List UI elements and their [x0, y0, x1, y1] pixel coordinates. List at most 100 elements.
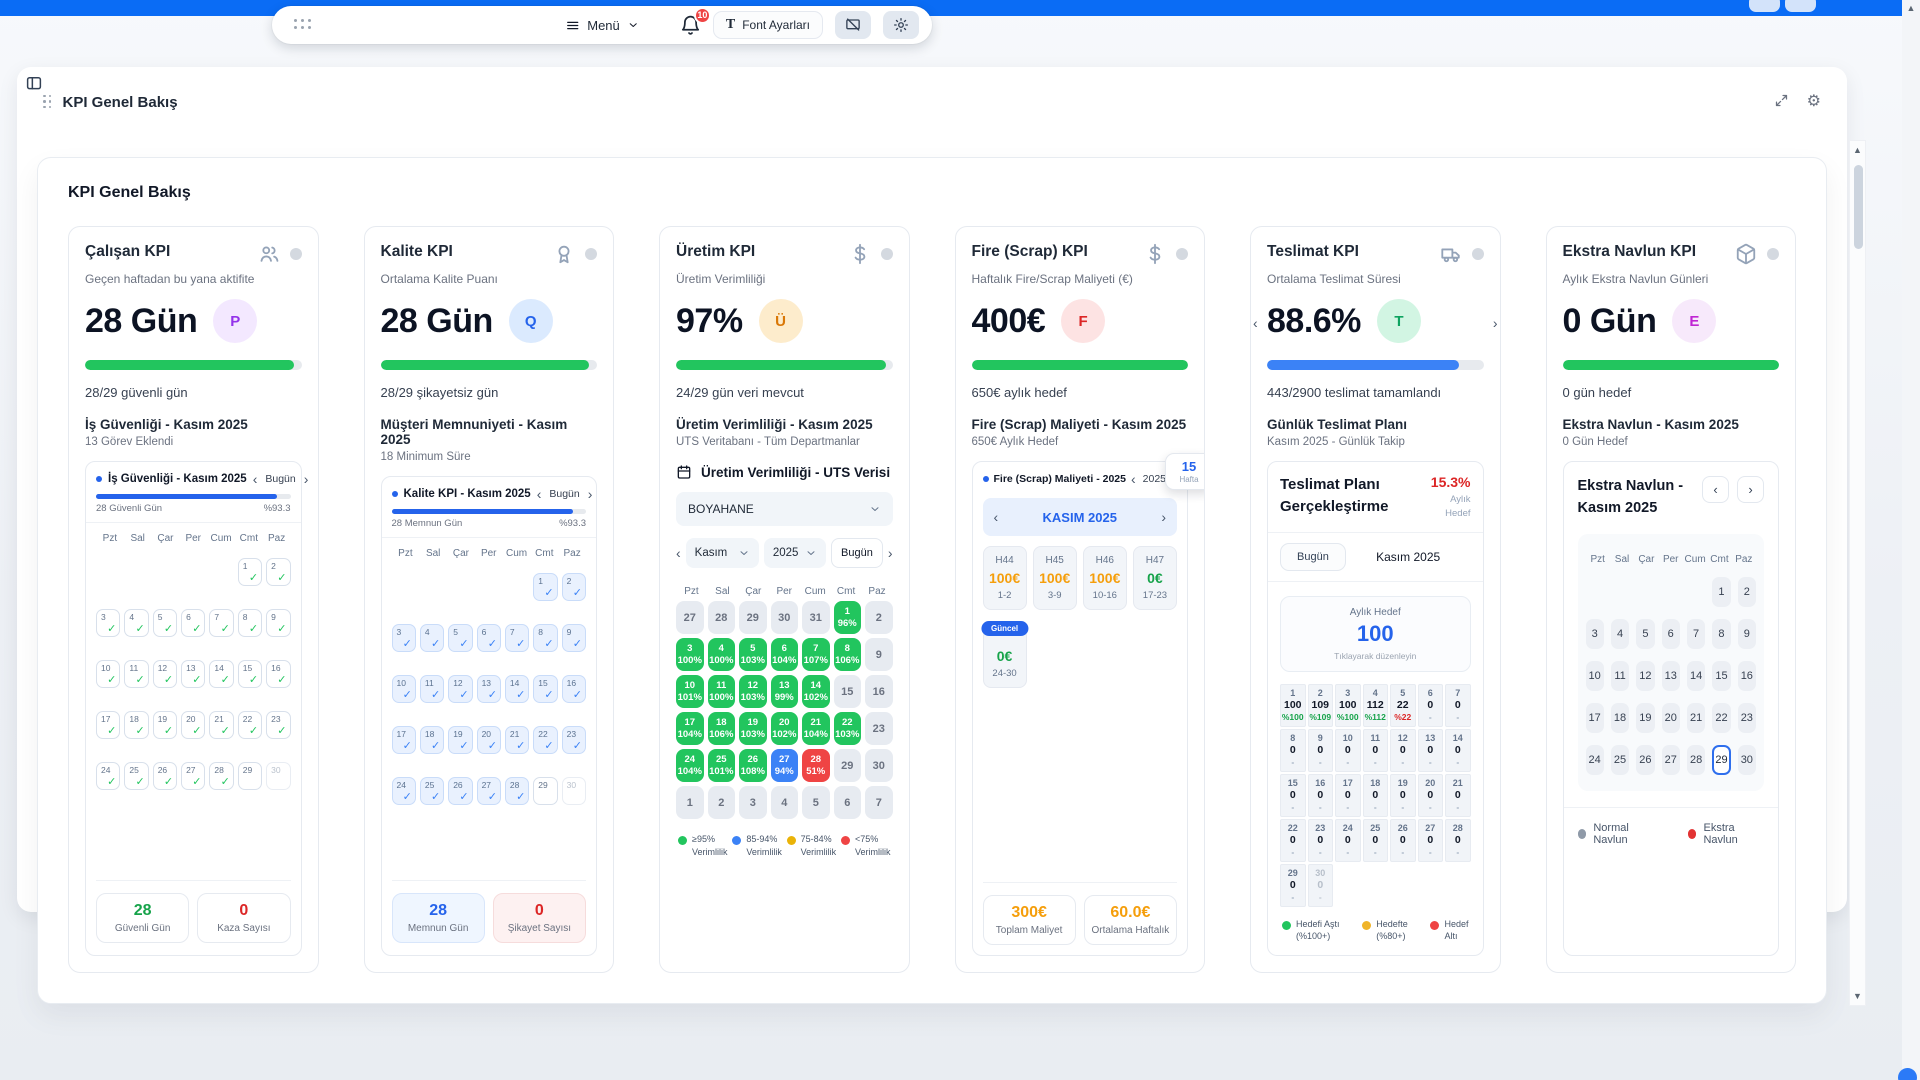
day-cell[interactable]: 20 ✓: [181, 711, 206, 739]
efficiency-day-cell[interactable]: 23: [865, 712, 893, 745]
day-cell[interactable]: 6 ✓: [181, 609, 206, 637]
efficiency-day-cell[interactable]: 30: [865, 749, 893, 782]
efficiency-day-cell[interactable]: 28: [707, 601, 735, 634]
day-cell[interactable]: 7: [1686, 618, 1706, 649]
scrollbar-thumb[interactable]: [1854, 165, 1863, 249]
efficiency-day-cell[interactable]: 7 107%: [802, 638, 830, 671]
delivery-day-cell[interactable]: 16 0-: [1307, 773, 1333, 817]
efficiency-day-cell[interactable]: 31: [802, 601, 830, 634]
day-cell[interactable]: 30: [561, 777, 586, 805]
efficiency-day-cell[interactable]: 6 104%: [770, 638, 798, 671]
menu-button[interactable]: Menü: [565, 18, 639, 33]
efficiency-day-cell[interactable]: 12 103%: [739, 675, 767, 708]
day-cell[interactable]: 18 ✓: [419, 726, 445, 754]
day-cell[interactable]: 25 ✓: [124, 762, 149, 790]
day-cell[interactable]: 19: [1636, 702, 1655, 733]
day-cell[interactable]: 26: [1636, 744, 1655, 775]
prev-month-button[interactable]: ‹: [536, 486, 542, 502]
toolbar-drag-handle-icon[interactable]: [294, 19, 313, 31]
day-cell[interactable]: 23 ✓: [266, 711, 291, 739]
day-cell[interactable]: 12: [1636, 660, 1655, 691]
delivery-day-cell[interactable]: 15 0-: [1280, 773, 1306, 817]
efficiency-day-cell[interactable]: 29: [833, 749, 861, 782]
delivery-day-cell[interactable]: 4 112 %112: [1362, 683, 1388, 727]
delivery-day-cell[interactable]: 27 0-: [1417, 818, 1443, 862]
day-cell[interactable]: 8 ✓: [533, 624, 558, 652]
day-cell[interactable]: 27 ✓: [181, 762, 206, 790]
efficiency-day-cell[interactable]: 25 101%: [707, 749, 735, 782]
day-cell[interactable]: 16 ✓: [266, 660, 291, 688]
day-cell[interactable]: 1: [1712, 576, 1731, 607]
day-cell[interactable]: 18: [1610, 702, 1630, 733]
next-month-button[interactable]: ›: [1737, 476, 1764, 503]
day-cell[interactable]: 8 ✓: [237, 609, 263, 637]
day-cell[interactable]: 22 ✓: [237, 711, 263, 739]
day-cell[interactable]: 17: [1585, 702, 1604, 733]
day-cell[interactable]: 25 ✓: [419, 777, 445, 805]
day-cell[interactable]: 13: [1661, 660, 1680, 691]
day-cell[interactable]: 13 ✓: [476, 675, 501, 703]
delivery-day-cell[interactable]: 18 0-: [1362, 773, 1388, 817]
efficiency-day-cell[interactable]: 22 103%: [833, 712, 861, 745]
efficiency-day-cell[interactable]: 4: [770, 786, 798, 819]
efficiency-day-cell[interactable]: 26 108%: [739, 749, 767, 782]
day-cell[interactable]: 19 ✓: [152, 711, 178, 739]
delivery-day-cell[interactable]: 22 0-: [1280, 818, 1306, 862]
efficiency-day-cell[interactable]: 14 102%: [802, 675, 830, 708]
day-cell[interactable]: 27 ✓: [476, 777, 501, 805]
efficiency-day-cell[interactable]: 24 104%: [676, 749, 704, 782]
day-cell[interactable]: 9 ✓: [561, 624, 586, 652]
theme-toggle-button[interactable]: [883, 11, 919, 39]
content-scrollbar[interactable]: ▲ ▼: [1849, 140, 1866, 1006]
month-select[interactable]: Kasım: [685, 538, 759, 568]
day-cell[interactable]: 23: [1737, 702, 1756, 733]
day-cell[interactable]: 14 ✓: [209, 660, 234, 688]
scroll-fab-button[interactable]: [1898, 1068, 1917, 1080]
delivery-day-cell[interactable]: 17 0-: [1335, 773, 1361, 817]
delivery-day-cell[interactable]: 3 100 %100: [1335, 683, 1361, 727]
efficiency-day-cell[interactable]: 5 103%: [739, 638, 767, 671]
day-cell[interactable]: 2 ✓: [266, 558, 291, 586]
sidebar-toggle-button[interactable]: [22, 72, 46, 96]
current-week-cell[interactable]: Güncel 0€ 24-30: [981, 621, 1029, 688]
delivery-day-cell[interactable]: 21 0-: [1445, 773, 1471, 817]
delivery-day-cell[interactable]: 19 0-: [1390, 773, 1416, 817]
day-cell[interactable]: 3 ✓: [391, 624, 416, 652]
efficiency-day-cell[interactable]: 30: [770, 601, 798, 634]
day-cell[interactable]: 11 ✓: [124, 660, 149, 688]
day-cell[interactable]: 8: [1712, 618, 1731, 649]
notifications-button[interactable]: 10: [680, 6, 711, 36]
delivery-day-cell[interactable]: 5 22 %22: [1390, 683, 1416, 727]
next-month-button[interactable]: ›: [587, 486, 593, 502]
day-cell[interactable]: 11 ✓: [419, 675, 445, 703]
delivery-day-cell[interactable]: 20 0-: [1417, 773, 1443, 817]
day-cell[interactable]: 15: [1712, 660, 1731, 691]
day-cell[interactable]: 22: [1712, 702, 1731, 733]
day-cell[interactable]: 10 ✓: [391, 675, 416, 703]
delivery-day-cell[interactable]: 28 0-: [1445, 818, 1471, 862]
day-cell[interactable]: 9: [1737, 618, 1756, 649]
delivery-day-cell[interactable]: 2 109 %109: [1307, 683, 1333, 727]
next-month-button[interactable]: ›: [303, 471, 309, 487]
efficiency-day-cell[interactable]: 3 100%: [676, 638, 704, 671]
delivery-day-cell[interactable]: 11 0-: [1362, 728, 1388, 772]
day-cell[interactable]: 6: [1661, 618, 1680, 649]
day-cell[interactable]: 21 ✓: [504, 726, 530, 754]
page-scroll-up-icon[interactable]: ▲: [1906, 3, 1916, 13]
efficiency-day-cell[interactable]: 15: [833, 675, 861, 708]
day-cell[interactable]: 9 ✓: [266, 609, 291, 637]
day-cell[interactable]: 5 ✓: [448, 624, 473, 652]
efficiency-day-cell[interactable]: 8 106%: [833, 638, 861, 671]
day-cell[interactable]: 26 ✓: [152, 762, 178, 790]
scroll-down-button[interactable]: ▼: [1853, 991, 1862, 1001]
next-month-button[interactable]: ›: [887, 545, 893, 561]
efficiency-day-cell[interactable]: 6: [833, 786, 861, 819]
day-cell[interactable]: 24 ✓: [96, 762, 121, 790]
settings-gear-button[interactable]: ⚙: [1806, 93, 1821, 110]
efficiency-day-cell[interactable]: 1: [676, 786, 704, 819]
day-cell[interactable]: 6 ✓: [476, 624, 501, 652]
delivery-day-cell[interactable]: 12 0-: [1390, 728, 1416, 772]
day-cell[interactable]: 28 ✓: [209, 762, 234, 790]
efficiency-day-cell[interactable]: 13 99%: [770, 675, 798, 708]
